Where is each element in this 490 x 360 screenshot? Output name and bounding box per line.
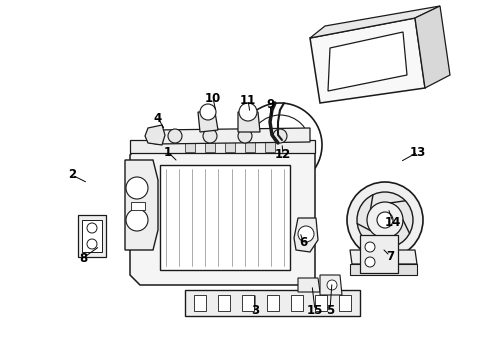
Circle shape — [168, 129, 182, 143]
Text: 13: 13 — [410, 145, 426, 158]
Polygon shape — [185, 141, 195, 152]
Polygon shape — [267, 295, 278, 311]
Text: 7: 7 — [386, 249, 394, 262]
Circle shape — [238, 129, 252, 143]
Text: 5: 5 — [326, 303, 334, 316]
Circle shape — [126, 177, 148, 199]
Text: 12: 12 — [275, 148, 291, 162]
Text: 8: 8 — [79, 252, 87, 265]
Polygon shape — [198, 112, 218, 132]
Polygon shape — [310, 6, 440, 38]
Text: 10: 10 — [205, 91, 221, 104]
Polygon shape — [328, 32, 407, 91]
Text: 2: 2 — [68, 168, 76, 181]
Text: 6: 6 — [299, 235, 307, 248]
Polygon shape — [131, 202, 145, 210]
Polygon shape — [225, 141, 235, 152]
Polygon shape — [155, 128, 310, 144]
Polygon shape — [194, 295, 206, 311]
Polygon shape — [205, 141, 215, 152]
Polygon shape — [130, 145, 315, 285]
Polygon shape — [185, 290, 360, 316]
Circle shape — [357, 192, 413, 248]
Polygon shape — [145, 125, 165, 145]
Polygon shape — [238, 112, 260, 132]
Polygon shape — [360, 235, 398, 273]
Circle shape — [365, 242, 375, 252]
Polygon shape — [294, 218, 318, 252]
Circle shape — [239, 103, 257, 121]
Circle shape — [87, 239, 97, 249]
Polygon shape — [291, 295, 303, 311]
Circle shape — [126, 209, 148, 231]
Polygon shape — [78, 215, 106, 257]
Circle shape — [377, 212, 393, 228]
Text: 15: 15 — [307, 303, 323, 316]
Circle shape — [298, 226, 314, 242]
Circle shape — [250, 115, 310, 175]
Polygon shape — [130, 140, 315, 153]
Circle shape — [327, 280, 337, 290]
Text: 3: 3 — [251, 303, 259, 316]
Circle shape — [200, 104, 216, 120]
Circle shape — [203, 129, 217, 143]
Polygon shape — [218, 295, 230, 311]
Polygon shape — [320, 275, 342, 295]
Polygon shape — [315, 295, 327, 311]
Polygon shape — [415, 6, 450, 88]
Polygon shape — [125, 160, 158, 250]
Text: 1: 1 — [164, 145, 172, 158]
Text: 9: 9 — [266, 99, 274, 112]
Circle shape — [347, 182, 423, 258]
Polygon shape — [265, 141, 275, 152]
Circle shape — [238, 103, 322, 187]
Text: 14: 14 — [385, 216, 401, 229]
Polygon shape — [160, 165, 290, 270]
Polygon shape — [298, 278, 320, 292]
Polygon shape — [310, 18, 425, 103]
Polygon shape — [339, 295, 351, 311]
Text: 4: 4 — [154, 112, 162, 125]
Circle shape — [367, 202, 403, 238]
Circle shape — [273, 129, 287, 143]
Polygon shape — [82, 220, 102, 252]
Circle shape — [87, 223, 97, 233]
Text: 11: 11 — [240, 94, 256, 107]
Polygon shape — [245, 141, 255, 152]
Circle shape — [365, 257, 375, 267]
Polygon shape — [350, 250, 417, 264]
Polygon shape — [243, 295, 254, 311]
Polygon shape — [350, 264, 417, 275]
